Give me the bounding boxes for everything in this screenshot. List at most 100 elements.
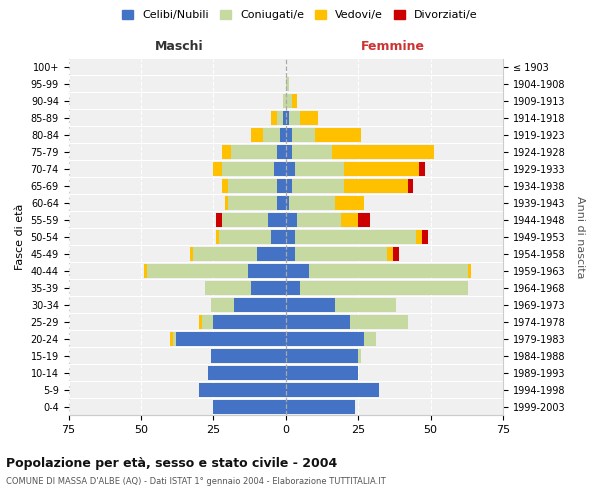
- Bar: [286, 349, 358, 362]
- Bar: [286, 77, 289, 91]
- Bar: [407, 179, 413, 192]
- Bar: [301, 111, 318, 125]
- Bar: [202, 315, 214, 328]
- Bar: [286, 281, 301, 294]
- Bar: [286, 400, 355, 413]
- Bar: [274, 162, 286, 175]
- Bar: [422, 230, 428, 243]
- Bar: [222, 179, 228, 192]
- Bar: [309, 264, 469, 278]
- Bar: [222, 145, 231, 158]
- Bar: [199, 315, 202, 328]
- Bar: [193, 247, 257, 260]
- Bar: [268, 213, 286, 226]
- Bar: [214, 315, 286, 328]
- Bar: [295, 162, 344, 175]
- Bar: [251, 128, 263, 141]
- Bar: [286, 264, 309, 278]
- Bar: [234, 298, 286, 312]
- Bar: [469, 264, 471, 278]
- Bar: [225, 196, 228, 209]
- Y-axis label: Fasce di età: Fasce di età: [15, 204, 25, 270]
- Bar: [170, 332, 173, 345]
- Bar: [292, 128, 315, 141]
- Bar: [286, 366, 358, 380]
- Bar: [286, 298, 335, 312]
- Bar: [286, 94, 292, 108]
- Bar: [364, 332, 376, 345]
- Bar: [251, 281, 286, 294]
- Y-axis label: Anni di nascita: Anni di nascita: [575, 196, 585, 278]
- Bar: [147, 264, 248, 278]
- Bar: [217, 213, 222, 226]
- Bar: [286, 332, 364, 345]
- Bar: [286, 230, 295, 243]
- Bar: [231, 145, 277, 158]
- Bar: [286, 145, 292, 158]
- Bar: [271, 230, 286, 243]
- Bar: [222, 162, 274, 175]
- Text: Femmine: Femmine: [361, 40, 425, 54]
- Bar: [280, 128, 286, 141]
- Bar: [283, 94, 286, 108]
- Bar: [358, 349, 361, 362]
- Bar: [277, 196, 286, 209]
- Bar: [298, 213, 341, 226]
- Bar: [214, 162, 222, 175]
- Bar: [248, 264, 286, 278]
- Bar: [211, 349, 286, 362]
- Bar: [214, 400, 286, 413]
- Bar: [344, 179, 407, 192]
- Bar: [176, 332, 286, 345]
- Bar: [199, 383, 286, 396]
- Bar: [228, 196, 277, 209]
- Legend: Celibi/Nubili, Coniugati/e, Vedovi/e, Divorziati/e: Celibi/Nubili, Coniugati/e, Vedovi/e, Di…: [118, 6, 482, 25]
- Bar: [217, 230, 219, 243]
- Bar: [277, 145, 286, 158]
- Bar: [263, 128, 280, 141]
- Bar: [286, 162, 295, 175]
- Bar: [358, 213, 370, 226]
- Bar: [277, 179, 286, 192]
- Bar: [173, 332, 176, 345]
- Bar: [289, 111, 301, 125]
- Bar: [295, 230, 416, 243]
- Bar: [271, 111, 277, 125]
- Bar: [211, 298, 234, 312]
- Bar: [332, 145, 434, 158]
- Text: Popolazione per età, sesso e stato civile - 2004: Popolazione per età, sesso e stato civil…: [6, 458, 337, 470]
- Bar: [292, 179, 344, 192]
- Bar: [416, 230, 422, 243]
- Bar: [419, 162, 425, 175]
- Bar: [335, 196, 364, 209]
- Bar: [286, 111, 289, 125]
- Bar: [222, 213, 268, 226]
- Bar: [228, 179, 277, 192]
- Bar: [301, 281, 469, 294]
- Bar: [286, 247, 295, 260]
- Bar: [387, 247, 393, 260]
- Bar: [292, 94, 298, 108]
- Bar: [344, 162, 419, 175]
- Bar: [315, 128, 361, 141]
- Bar: [283, 111, 286, 125]
- Bar: [219, 230, 271, 243]
- Bar: [295, 247, 387, 260]
- Bar: [205, 281, 251, 294]
- Bar: [286, 383, 379, 396]
- Bar: [286, 196, 289, 209]
- Bar: [335, 298, 396, 312]
- Bar: [286, 213, 298, 226]
- Bar: [286, 315, 350, 328]
- Bar: [292, 145, 332, 158]
- Bar: [286, 128, 292, 141]
- Bar: [144, 264, 147, 278]
- Text: Maschi: Maschi: [154, 40, 203, 54]
- Bar: [350, 315, 407, 328]
- Bar: [289, 196, 335, 209]
- Bar: [286, 179, 292, 192]
- Bar: [341, 213, 358, 226]
- Bar: [277, 111, 283, 125]
- Bar: [393, 247, 399, 260]
- Bar: [190, 247, 193, 260]
